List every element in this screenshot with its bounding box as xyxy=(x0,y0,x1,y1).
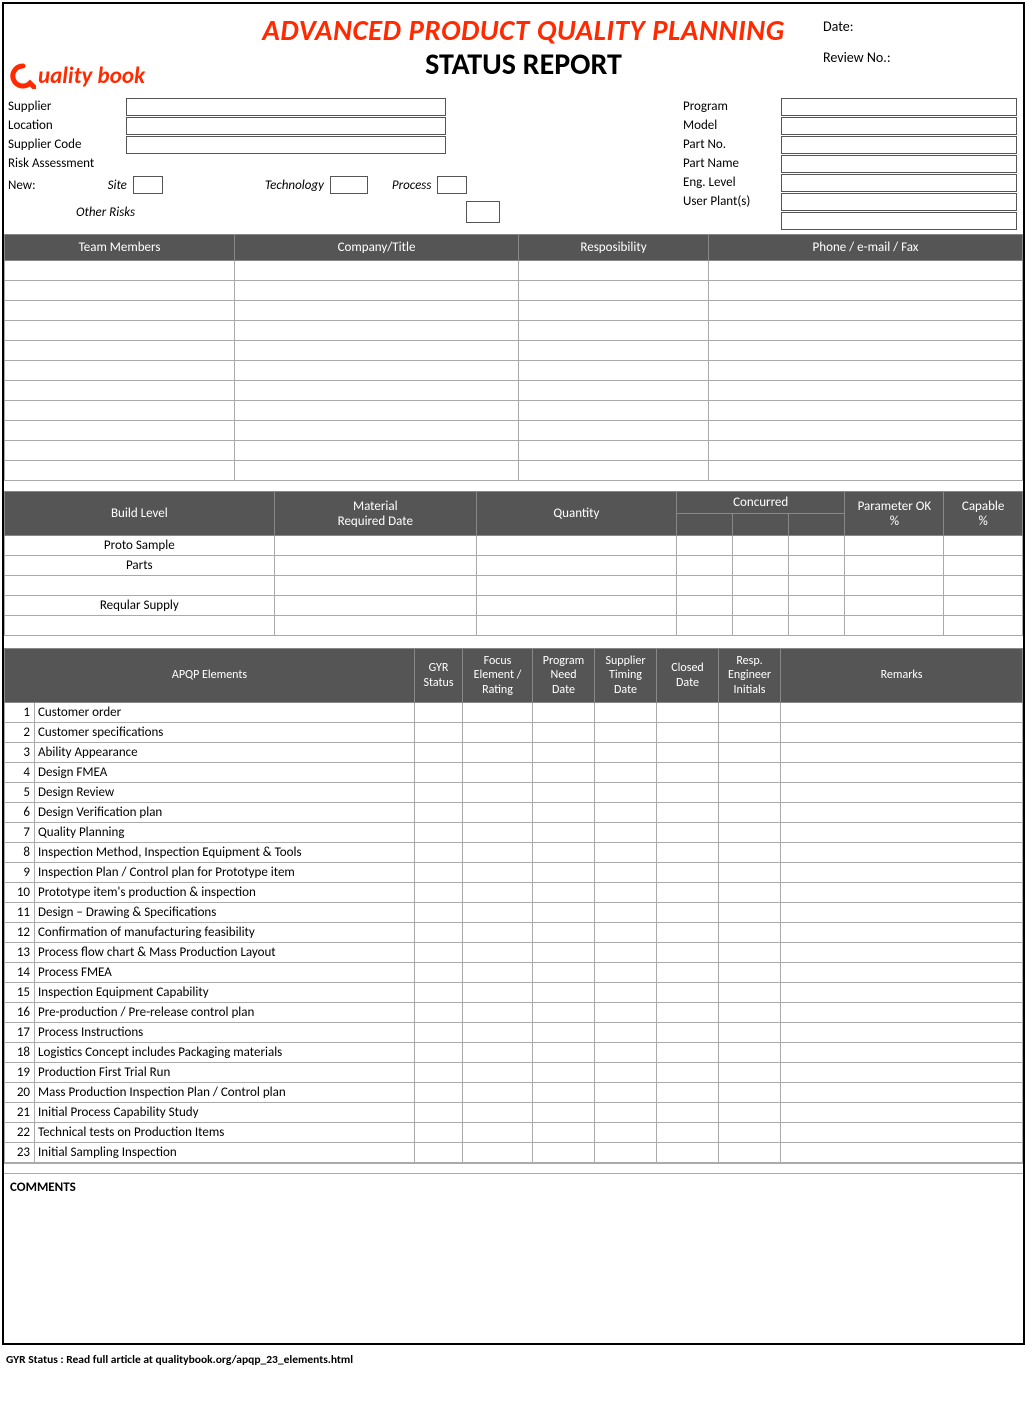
build-col-concurred: Concurred xyxy=(676,492,845,514)
table-row[interactable]: 6Design Verification plan xyxy=(5,803,1023,823)
table-row[interactable]: Proto Sample xyxy=(5,536,1023,556)
table-row[interactable]: 20Mass Production Inspection Plan / Cont… xyxy=(5,1083,1023,1103)
table-row[interactable] xyxy=(5,381,1023,401)
table-row[interactable] xyxy=(5,461,1023,481)
apqp-col-focus: FocusElement /Rating xyxy=(463,649,533,703)
table-row[interactable] xyxy=(5,576,1023,596)
apqp-col-resp: Resp.EngineerInitials xyxy=(719,649,781,703)
table-row[interactable]: 9Inspection Plan / Control plan for Prot… xyxy=(5,863,1023,883)
table-row[interactable]: 2Customer specifications xyxy=(5,723,1023,743)
table-row[interactable]: 22Technical tests on Production Items xyxy=(5,1123,1023,1143)
table-row[interactable]: 17Process Instructions xyxy=(5,1023,1023,1043)
supplier-input[interactable] xyxy=(126,98,446,116)
location-label: Location xyxy=(6,118,126,133)
logo: uality book xyxy=(10,62,145,90)
team-col-members: Team Members xyxy=(5,235,235,261)
table-row[interactable]: 14Process FMEA xyxy=(5,963,1023,983)
team-members-table: Team Members Company/Title Resposibility… xyxy=(4,234,1023,481)
user-plants-label: User Plant(s) xyxy=(681,194,781,209)
table-row[interactable]: 10Prototype item's production & inspecti… xyxy=(5,883,1023,903)
table-row[interactable] xyxy=(5,616,1023,636)
process-checkbox[interactable] xyxy=(437,176,467,194)
title-line2: STATUS REPORT xyxy=(224,46,823,83)
table-row[interactable]: 18Logistics Concept includes Packaging m… xyxy=(5,1043,1023,1063)
table-row[interactable]: 5Design Review xyxy=(5,783,1023,803)
team-col-company: Company/Title xyxy=(235,235,519,261)
build-col-parameter: Parameter OK% xyxy=(845,492,944,536)
apqp-col-closed: ClosedDate xyxy=(657,649,719,703)
model-label: Model xyxy=(681,118,781,133)
table-row[interactable]: 7Quality Planning xyxy=(5,823,1023,843)
site-label: Site xyxy=(108,178,127,193)
apqp-col-supplier-timing: SupplierTimingDate xyxy=(595,649,657,703)
apqp-col-program-need: ProgramNeedDate xyxy=(533,649,595,703)
table-row[interactable]: 11Design – Drawing & Specifications xyxy=(5,903,1023,923)
model-input[interactable] xyxy=(781,117,1017,135)
part-name-label: Part Name xyxy=(681,156,781,171)
comments-label: COMMENTS xyxy=(10,1180,76,1195)
logo-icon xyxy=(10,63,36,89)
table-row[interactable] xyxy=(5,341,1023,361)
table-row[interactable]: 15Inspection Equipment Capability xyxy=(5,983,1023,1003)
table-row[interactable] xyxy=(5,401,1023,421)
build-col-level: Build Level xyxy=(5,492,275,536)
eng-level-input[interactable] xyxy=(781,174,1017,192)
table-row[interactable]: 8Inspection Method, Inspection Equipment… xyxy=(5,843,1023,863)
team-col-contact: Phone / e-mail / Fax xyxy=(709,235,1023,261)
table-row[interactable]: 21Initial Process Capability Study xyxy=(5,1103,1023,1123)
comments-section[interactable]: COMMENTS xyxy=(4,1173,1023,1343)
site-checkbox[interactable] xyxy=(133,176,163,194)
user-plants-input[interactable] xyxy=(781,193,1017,211)
other-risks-label: Other Risks xyxy=(6,205,466,220)
review-no-label: Review No.: xyxy=(823,49,1023,66)
table-row[interactable]: 1Customer order xyxy=(5,703,1023,723)
build-col-material: MaterialRequired Date xyxy=(274,492,476,536)
table-row[interactable] xyxy=(5,281,1023,301)
table-row[interactable]: 12Confirmation of manufacturing feasibil… xyxy=(5,923,1023,943)
apqp-elements-table: APQP Elements GYRStatus FocusElement /Ra… xyxy=(4,648,1023,1163)
new-label: New: xyxy=(8,178,36,193)
title-line1: ADVANCED PRODUCT QUALITY PLANNING xyxy=(224,12,823,48)
part-no-input[interactable] xyxy=(781,136,1017,154)
supplier-label: Supplier xyxy=(6,99,126,114)
process-label: Process xyxy=(392,178,432,193)
table-row[interactable]: Reqular Supply xyxy=(5,596,1023,616)
table-row[interactable] xyxy=(5,361,1023,381)
build-col-quantity: Quantity xyxy=(476,492,676,536)
table-row[interactable]: 23Initial Sampling Inspection xyxy=(5,1143,1023,1163)
team-col-responsibility: Resposibility xyxy=(519,235,709,261)
user-plants-input-2[interactable] xyxy=(781,212,1017,230)
apqp-col-elements: APQP Elements xyxy=(5,649,415,703)
eng-level-label: Eng. Level xyxy=(681,175,781,190)
build-col-capable: Capable% xyxy=(944,492,1023,536)
table-row[interactable] xyxy=(5,301,1023,321)
supplier-code-input[interactable] xyxy=(126,136,446,154)
table-row[interactable]: 16Pre-production / Pre-release control p… xyxy=(5,1003,1023,1023)
table-row[interactable] xyxy=(5,441,1023,461)
build-level-table: Build Level MaterialRequired Date Quanti… xyxy=(4,491,1023,636)
program-label: Program xyxy=(681,99,781,114)
table-row[interactable]: 19Production First Trial Run xyxy=(5,1063,1023,1083)
technology-checkbox[interactable] xyxy=(330,176,368,194)
supplier-code-label: Supplier Code xyxy=(6,137,126,152)
part-no-label: Part No. xyxy=(681,137,781,152)
table-row[interactable] xyxy=(5,261,1023,281)
program-input[interactable] xyxy=(781,98,1017,116)
footer-note: GYR Status : Read full article at qualit… xyxy=(0,1347,1027,1371)
risk-assessment-label: Risk Assessment xyxy=(6,156,126,171)
technology-label: Technology xyxy=(265,178,324,193)
apqp-col-gyr: GYRStatus xyxy=(415,649,463,703)
other-risks-checkbox[interactable] xyxy=(466,201,500,223)
table-row[interactable]: Parts xyxy=(5,556,1023,576)
date-label: Date: xyxy=(823,18,1023,35)
table-row[interactable]: 13Process flow chart & Mass Production L… xyxy=(5,943,1023,963)
table-row[interactable]: 3Ability Appearance xyxy=(5,743,1023,763)
table-row[interactable] xyxy=(5,321,1023,341)
table-row[interactable]: 4Design FMEA xyxy=(5,763,1023,783)
apqp-col-remarks: Remarks xyxy=(781,649,1023,703)
location-input[interactable] xyxy=(126,117,446,135)
table-row[interactable] xyxy=(5,421,1023,441)
part-name-input[interactable] xyxy=(781,155,1017,173)
